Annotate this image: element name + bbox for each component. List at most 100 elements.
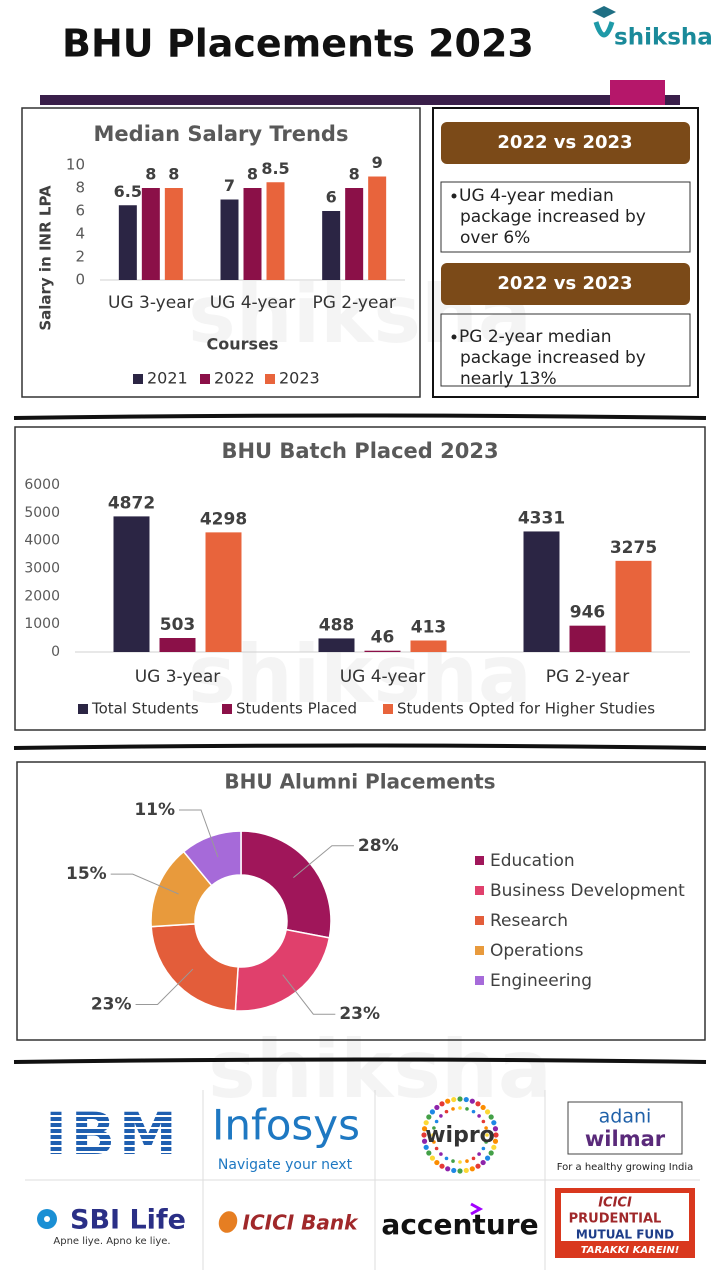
logo-dot bbox=[429, 1109, 436, 1115]
logo-dot bbox=[477, 1114, 481, 1118]
y-tick-label: 5000 bbox=[24, 505, 60, 521]
logo-dot bbox=[493, 1132, 499, 1138]
bar bbox=[243, 188, 262, 280]
value-label: 6.5 bbox=[114, 182, 142, 201]
logo-dot bbox=[463, 1096, 469, 1103]
logo-dot bbox=[431, 1133, 435, 1137]
value-label: 4298 bbox=[200, 509, 247, 529]
legend-label: Research bbox=[490, 911, 568, 931]
legend-label: Education bbox=[490, 851, 575, 871]
brand-logo: shiksha bbox=[592, 6, 713, 51]
value-label: 23% bbox=[339, 1004, 380, 1024]
logo-dot bbox=[451, 1159, 455, 1163]
legend-label: Total Students bbox=[91, 700, 199, 718]
bar bbox=[615, 560, 652, 652]
legend-swatch bbox=[475, 946, 484, 955]
logo-dot bbox=[439, 1152, 443, 1156]
legend-label: Students Placed bbox=[236, 700, 357, 718]
info-heading: 2022 vs 2023 bbox=[497, 273, 632, 294]
logo-dot bbox=[480, 1159, 486, 1166]
leader-line bbox=[293, 845, 354, 879]
leader-line bbox=[135, 968, 194, 1005]
logo-dot bbox=[458, 1106, 462, 1110]
logo-dot bbox=[481, 1146, 486, 1151]
logo-dot bbox=[451, 1167, 457, 1174]
y-tick-label: 2000 bbox=[24, 588, 60, 604]
logo-accenture: accenture bbox=[381, 1208, 538, 1241]
x-tick-label: PG 2-year bbox=[312, 293, 395, 313]
legend-swatch bbox=[383, 704, 393, 714]
logo-dot bbox=[463, 1167, 469, 1174]
logo-icon bbox=[218, 1211, 238, 1233]
logo-dot bbox=[481, 1119, 486, 1124]
logo-dot bbox=[451, 1096, 457, 1103]
value-label: 9 bbox=[372, 153, 383, 172]
logo-dot bbox=[475, 1101, 481, 1107]
logo-tagline: Navigate your next bbox=[218, 1157, 353, 1173]
bar bbox=[322, 211, 341, 280]
logo-tagline: TARAKKI KAREIN! bbox=[581, 1245, 680, 1256]
y-tick-label: 0 bbox=[75, 271, 85, 289]
logo-dot bbox=[491, 1120, 497, 1126]
info-text: UG 4-year median bbox=[459, 186, 614, 206]
page-title: BHU Placements 2023 bbox=[62, 22, 534, 66]
logo-panel bbox=[561, 1193, 689, 1241]
info-box bbox=[440, 313, 691, 387]
brand-cap bbox=[592, 6, 616, 18]
bar bbox=[141, 188, 160, 280]
brand-icon bbox=[593, 21, 615, 38]
value-label: 8.5 bbox=[261, 159, 289, 178]
info-text: PG 2-year median bbox=[459, 327, 612, 347]
value-label: 4331 bbox=[518, 508, 565, 528]
legend-swatch bbox=[222, 704, 232, 714]
logo-dot bbox=[421, 1138, 428, 1144]
y-tick-label: 3000 bbox=[24, 561, 60, 577]
logo-dot bbox=[458, 1160, 462, 1164]
legend-swatch bbox=[133, 374, 143, 384]
logo-accent bbox=[470, 1202, 484, 1216]
info-heading-bar bbox=[441, 263, 690, 305]
bar bbox=[205, 532, 242, 652]
bar bbox=[368, 176, 387, 280]
logo-dot bbox=[421, 1126, 428, 1132]
legend-swatch bbox=[475, 856, 484, 865]
logo-dot bbox=[429, 1155, 436, 1161]
logo-dot bbox=[480, 1104, 486, 1111]
value-label: 8 bbox=[349, 165, 360, 184]
y-axis-label: Salary in INR LPA bbox=[37, 185, 55, 331]
watermark: shiksha bbox=[188, 628, 532, 721]
leader-line bbox=[110, 873, 179, 895]
logo-dot bbox=[475, 1163, 481, 1169]
y-tick-label: 8 bbox=[75, 179, 85, 197]
logo-dot bbox=[421, 1132, 427, 1138]
logo-dot bbox=[484, 1140, 488, 1144]
logo-mutual-fund: MUTUAL FUND bbox=[576, 1228, 674, 1242]
info-box bbox=[440, 181, 691, 253]
logo-tagline: Apne liye. Apno ke liye. bbox=[53, 1236, 170, 1247]
logo-dot bbox=[469, 1098, 475, 1104]
logo-dot bbox=[457, 1168, 463, 1174]
logo-frame bbox=[567, 1101, 683, 1155]
logo-wipro: wipro bbox=[425, 1123, 495, 1148]
bar bbox=[523, 531, 560, 652]
logo-dot bbox=[432, 1140, 436, 1144]
logo-dot bbox=[432, 1126, 436, 1130]
bar bbox=[318, 638, 355, 652]
value-label: 23% bbox=[91, 994, 132, 1014]
legend-label: Students Opted for Higher Studies bbox=[397, 700, 655, 718]
y-tick-label: 1000 bbox=[24, 616, 60, 632]
value-label: 413 bbox=[411, 618, 447, 638]
info-text: package increased by bbox=[460, 207, 646, 227]
logo-icon bbox=[44, 1216, 50, 1222]
logo-dot bbox=[492, 1138, 499, 1144]
logo-dot bbox=[444, 1156, 449, 1161]
bar bbox=[159, 637, 196, 652]
bar bbox=[266, 182, 285, 280]
logo-dot bbox=[485, 1133, 489, 1137]
value-label: 28% bbox=[358, 836, 399, 856]
logo-dot bbox=[484, 1155, 491, 1161]
logo-icici-bank: ICICI Bank bbox=[243, 1211, 360, 1235]
bar bbox=[345, 188, 364, 280]
watermark: shiksha bbox=[208, 1023, 552, 1116]
logo-dot bbox=[465, 1159, 469, 1163]
